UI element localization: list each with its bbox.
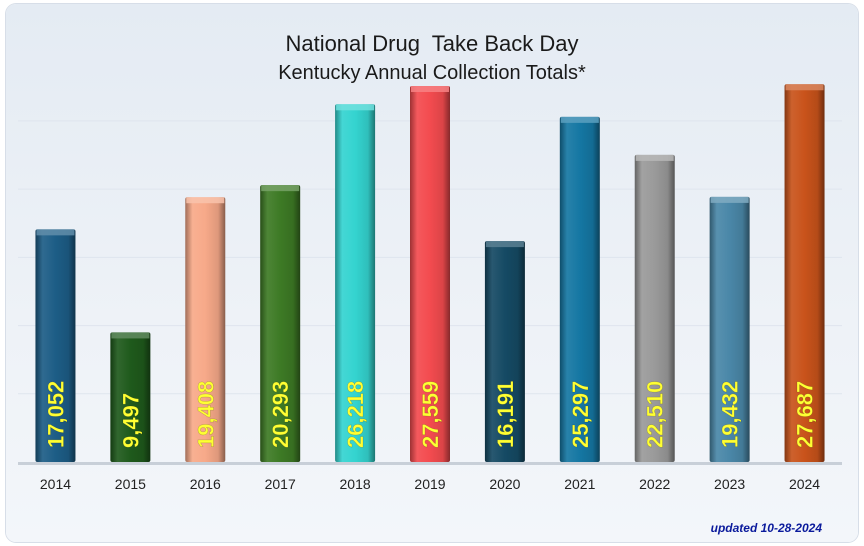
bar-2018 <box>335 104 376 462</box>
bar-cap <box>785 84 824 91</box>
category-label: 2023 <box>714 476 745 492</box>
bar-cap <box>111 332 150 339</box>
bar-2014 <box>35 229 76 462</box>
category-label: 2020 <box>489 476 520 492</box>
bar-cap <box>36 229 75 236</box>
category-label: 2022 <box>639 476 670 492</box>
bar-2024 <box>784 84 825 463</box>
category-label: 2019 <box>414 476 445 492</box>
data-label: 19,432 <box>718 381 743 448</box>
data-label: 9,497 <box>118 393 143 448</box>
bar-group-2022 <box>634 154 675 462</box>
bar-2016 <box>185 197 226 462</box>
data-label: 25,297 <box>568 381 593 448</box>
category-label: 2016 <box>190 476 221 492</box>
bar-2022 <box>634 154 675 462</box>
category-label: 2017 <box>265 476 296 492</box>
bar-cap <box>710 196 749 203</box>
chart-title: National Drug Take Back Day <box>285 31 579 56</box>
bar-2019 <box>410 86 450 462</box>
bar-2015 <box>110 332 151 462</box>
data-label: 20,293 <box>268 381 293 448</box>
chart-subtitle: Kentucky Annual Collection Totals* <box>278 62 586 84</box>
data-label: 27,687 <box>793 381 818 448</box>
bar-group-2024 <box>784 84 825 463</box>
bar-cap <box>485 241 524 248</box>
data-label: 26,218 <box>343 381 368 448</box>
bar-group-2018 <box>335 104 376 462</box>
category-label: 2024 <box>789 476 820 492</box>
bar-cap <box>336 104 375 111</box>
bar-cap <box>186 197 225 204</box>
bar-group-2023 <box>709 196 750 462</box>
bar-cap <box>635 154 674 161</box>
bar-cap <box>261 185 300 192</box>
chart-floor <box>18 462 842 465</box>
data-label: 19,408 <box>193 381 218 448</box>
data-label: 22,510 <box>643 381 668 448</box>
data-label: 16,191 <box>493 381 518 448</box>
bar-cap <box>411 86 449 93</box>
bar-group-2015 <box>110 332 151 462</box>
category-label: 2015 <box>115 476 146 492</box>
updated-note: updated 10-28-2024 <box>710 521 822 535</box>
bar-group-2014 <box>35 229 76 462</box>
bar-2017 <box>260 185 301 462</box>
bar-group-2019 <box>410 86 450 462</box>
category-label: 2021 <box>564 476 595 492</box>
bar-group-2017 <box>260 185 301 462</box>
bar-group-2016 <box>185 197 226 462</box>
bar-group-2021 <box>559 116 600 462</box>
bar-2021 <box>559 116 600 462</box>
bar-2023 <box>709 196 750 462</box>
category-label: 2014 <box>40 476 71 492</box>
data-label: 17,052 <box>43 381 68 448</box>
bar-cap <box>560 116 599 123</box>
bar-2020 <box>484 241 525 462</box>
category-label: 2018 <box>340 476 371 492</box>
bar-group-2020 <box>484 241 525 462</box>
data-label: 27,559 <box>418 381 443 448</box>
